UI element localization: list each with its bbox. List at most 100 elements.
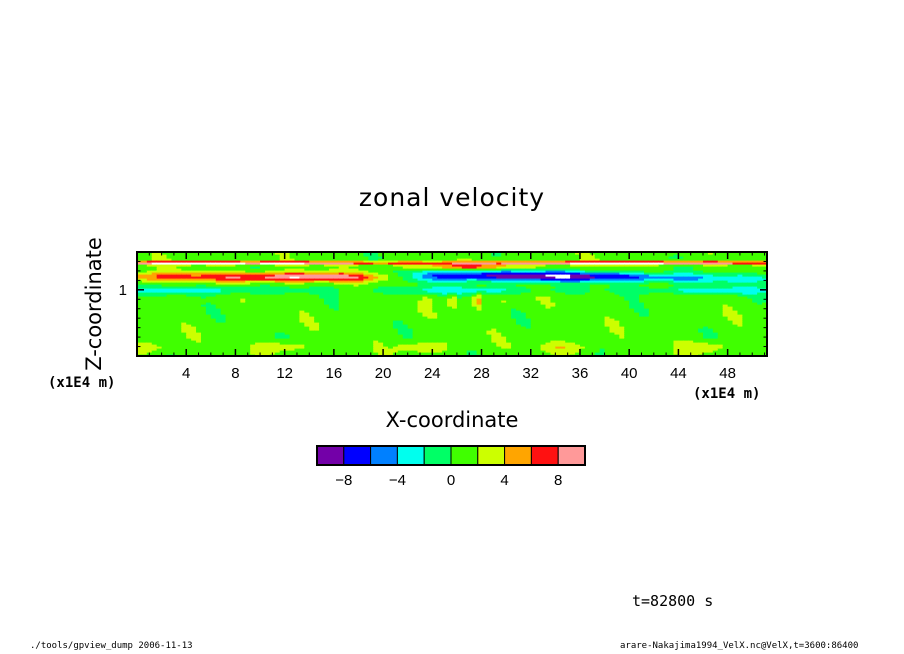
field-cell bbox=[274, 332, 281, 335]
field-cell bbox=[506, 328, 512, 331]
field-cell bbox=[584, 334, 591, 337]
field-cell bbox=[343, 270, 350, 273]
field-cell bbox=[604, 296, 611, 299]
field-cell bbox=[279, 340, 286, 343]
field-cell bbox=[328, 302, 335, 305]
field-cell bbox=[299, 304, 305, 307]
field-cell bbox=[520, 272, 527, 275]
field-cell bbox=[156, 330, 163, 333]
field-cell bbox=[299, 302, 305, 305]
field-cell bbox=[309, 348, 315, 351]
field-cell bbox=[196, 322, 202, 325]
field-cell bbox=[373, 332, 379, 335]
field-cell bbox=[161, 282, 168, 285]
field-cell bbox=[255, 302, 261, 305]
field-cell bbox=[407, 328, 414, 331]
field-cell bbox=[151, 302, 158, 305]
field-cell bbox=[220, 330, 227, 333]
field-cell bbox=[560, 308, 566, 311]
field-cell bbox=[161, 344, 168, 347]
field-cell bbox=[511, 278, 517, 281]
field-cell bbox=[146, 334, 153, 337]
field-cell bbox=[476, 306, 483, 309]
field-cell bbox=[397, 288, 404, 291]
field-cell bbox=[146, 264, 153, 267]
field-cell bbox=[186, 348, 192, 351]
field-cell bbox=[594, 314, 601, 317]
field-cell bbox=[471, 352, 478, 355]
field-cell bbox=[565, 306, 571, 309]
field-cell bbox=[412, 264, 419, 267]
field-cell bbox=[324, 338, 330, 341]
field-cell bbox=[575, 336, 581, 339]
field-cell bbox=[540, 350, 547, 353]
field-cell bbox=[594, 298, 601, 301]
field-cell bbox=[200, 254, 207, 257]
field-cell bbox=[264, 274, 271, 277]
field-cell bbox=[417, 318, 424, 321]
field-cell bbox=[402, 304, 409, 307]
field-cell bbox=[274, 336, 281, 339]
field-cell bbox=[220, 316, 227, 319]
field-cell bbox=[452, 322, 458, 325]
field-cell bbox=[200, 252, 207, 255]
field-cell bbox=[353, 294, 360, 297]
field-cell bbox=[383, 340, 389, 343]
field-cell bbox=[402, 308, 409, 311]
field-cell bbox=[225, 350, 232, 353]
field-cell bbox=[294, 350, 301, 353]
field-cell bbox=[348, 318, 355, 321]
field-cell bbox=[397, 332, 404, 335]
field-cell bbox=[515, 268, 522, 271]
field-cell bbox=[279, 344, 286, 347]
field-cell bbox=[333, 306, 340, 309]
field-cell bbox=[412, 296, 419, 299]
field-cell bbox=[461, 350, 468, 353]
field-cell bbox=[368, 334, 374, 337]
field-cell bbox=[348, 330, 355, 333]
field-cell bbox=[141, 258, 148, 261]
field-cell bbox=[166, 338, 173, 341]
field-cell bbox=[427, 316, 433, 319]
field-cell bbox=[269, 312, 276, 315]
field-cell bbox=[240, 298, 246, 301]
field-cell bbox=[506, 340, 512, 343]
field-cell bbox=[407, 276, 414, 279]
field-cell bbox=[555, 288, 561, 291]
field-cell bbox=[215, 300, 222, 303]
field-cell bbox=[171, 334, 177, 337]
field-cell bbox=[506, 348, 512, 351]
field-cell bbox=[535, 334, 542, 337]
field-cell bbox=[260, 314, 266, 317]
field-cell bbox=[304, 282, 310, 285]
field-cell bbox=[151, 260, 158, 263]
field-cell bbox=[358, 284, 365, 287]
field-cell bbox=[220, 322, 227, 325]
field-cell bbox=[328, 254, 335, 257]
field-cell bbox=[604, 266, 611, 269]
field-cell bbox=[481, 338, 488, 341]
field-cell bbox=[245, 274, 251, 277]
field-cell bbox=[442, 332, 448, 335]
field-cell bbox=[565, 270, 571, 273]
field-cell bbox=[575, 316, 581, 319]
field-cell bbox=[186, 274, 192, 277]
field-cell bbox=[397, 272, 404, 275]
field-cell bbox=[555, 316, 561, 319]
field-cell bbox=[466, 306, 473, 309]
field-cell bbox=[511, 280, 517, 283]
field-cell bbox=[274, 292, 281, 295]
field-cell bbox=[299, 296, 305, 299]
field-cell bbox=[338, 322, 345, 325]
field-cell bbox=[417, 344, 424, 347]
field-cell bbox=[560, 278, 566, 281]
field-cell bbox=[496, 348, 502, 351]
field-cell bbox=[407, 272, 414, 275]
field-cell bbox=[584, 338, 591, 341]
field-cell bbox=[156, 282, 163, 285]
field-cell bbox=[343, 330, 350, 333]
field-cell bbox=[368, 310, 374, 313]
field-cell bbox=[269, 340, 276, 343]
field-cell bbox=[442, 346, 448, 349]
field-cell bbox=[137, 296, 143, 299]
